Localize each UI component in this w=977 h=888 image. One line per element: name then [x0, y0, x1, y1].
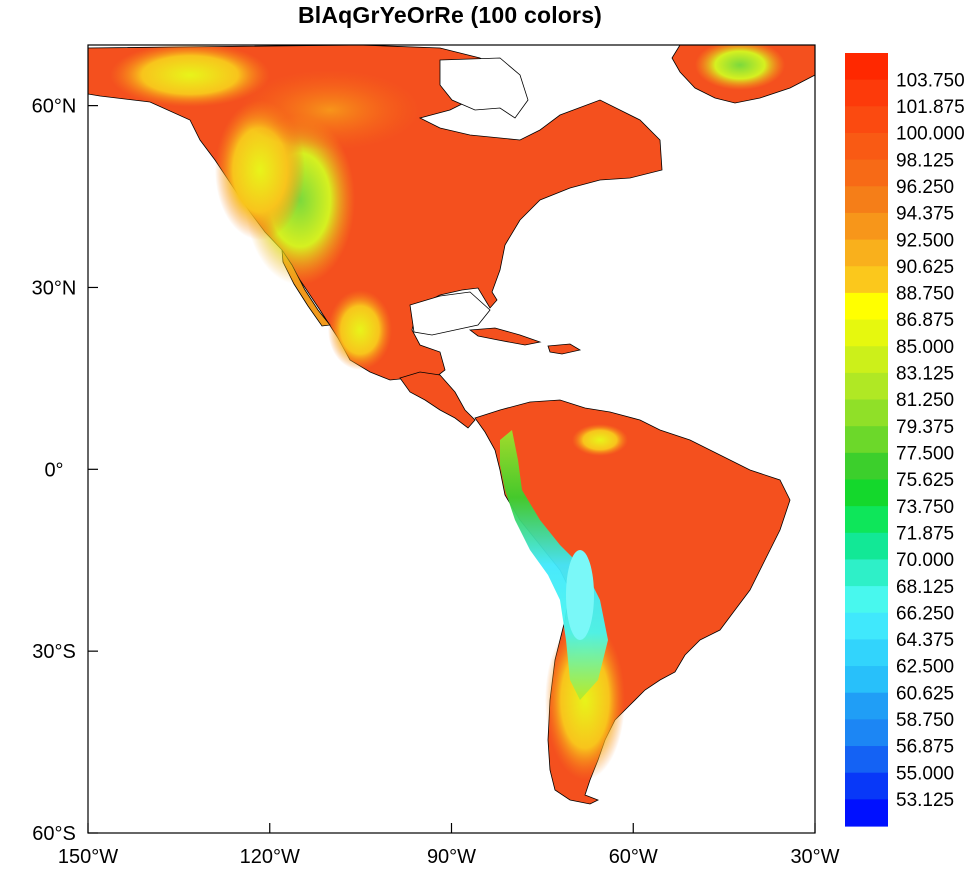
- canada-orange: [240, 70, 420, 150]
- colorbar-swatch: [845, 666, 888, 694]
- x-axis: 150°W 120°W 90°W 60°W 30°W: [58, 823, 840, 868]
- y-tick-label: 30°N: [32, 277, 77, 299]
- central-america-landmass: [399, 371, 476, 429]
- altiplano-cyan: [566, 550, 594, 640]
- land-fill: [88, 45, 815, 805]
- colorbar-swatch: [845, 479, 888, 507]
- mexico-plateau: [328, 290, 392, 370]
- colorbar-label: 96.250: [896, 177, 954, 198]
- colorbar-swatch: [845, 292, 888, 321]
- y-tick-label: 30°S: [32, 641, 76, 663]
- colorbar-swatch: [845, 719, 888, 747]
- x-tick-label: 90°W: [427, 846, 476, 868]
- colorbar-label: 75.625: [896, 470, 954, 491]
- colorbar-swatch: [845, 159, 888, 187]
- colorbar-label: 68.125: [896, 577, 954, 598]
- guiana-highlands: [572, 424, 628, 456]
- colorbar-label: 98.125: [896, 150, 954, 171]
- greenland-green: [695, 45, 785, 90]
- colorbar-swatch: [845, 79, 888, 107]
- map-title: BlAqGrYeOrRe (100 colors): [297, 2, 603, 28]
- colorbar-label: 62.500: [896, 657, 954, 678]
- colorbar-label: 71.875: [896, 523, 954, 544]
- y-tick-label: 0°: [44, 459, 63, 481]
- colorbar-label: 103.750: [896, 70, 965, 91]
- colorbar-swatch: [845, 506, 888, 534]
- colorbar-label: 90.625: [896, 257, 954, 278]
- colorbar-label: 100.000: [896, 124, 965, 145]
- colorbar-label: 77.500: [896, 444, 954, 465]
- colorbar-swatch: [845, 772, 888, 800]
- colorbar-swatch: [845, 799, 888, 827]
- colorbar-swatch: [845, 266, 888, 294]
- colorbar-swatch: [845, 372, 888, 401]
- y-axis: 60°N 30°N 0° 30°S 60°S: [32, 96, 98, 845]
- colorbar-swatch: [845, 612, 888, 641]
- colorbar-swatch: [845, 239, 888, 267]
- gulf-of-mexico: [409, 291, 491, 336]
- y-tick-label: 60°S: [32, 823, 76, 845]
- colorbar-label: 94.375: [896, 204, 954, 225]
- patagonia-yellow: [545, 620, 625, 780]
- colorbar-swatch: [845, 399, 888, 427]
- colorbar-label: 64.375: [896, 630, 954, 651]
- colorbar-swatch: [845, 426, 888, 454]
- colorbar-label: 86.875: [896, 310, 954, 331]
- x-tick-label: 120°W: [240, 846, 300, 868]
- colorbar-swatch: [845, 319, 888, 347]
- colorbar-label: 58.750: [896, 710, 954, 731]
- colorbar-swatch: [845, 106, 888, 134]
- colorbar-swatch: [845, 746, 888, 774]
- colorbar-label: 88.750: [896, 284, 954, 305]
- colorbar: 103.750 101.875 100.000 98.125 96.250 94.375 9…: [845, 53, 965, 827]
- cuba-island: [468, 327, 542, 346]
- hispaniola-island: [547, 343, 582, 355]
- x-tick-label: 30°W: [790, 846, 839, 868]
- x-tick-label: 150°W: [58, 846, 118, 868]
- alaska-yellow: [110, 45, 270, 107]
- colorbar-swatch: [845, 692, 888, 720]
- colorbar-swatch: [845, 586, 888, 614]
- colorbar-label: 83.125: [896, 364, 954, 385]
- colorbar-label: 70.000: [896, 550, 954, 571]
- colorbar-swatch: [845, 212, 888, 241]
- colorbar-swatch: [845, 532, 888, 561]
- colorbar-label: 56.875: [896, 737, 954, 758]
- south-america-landmass: [474, 399, 791, 805]
- colorbar-swatch: [845, 53, 888, 81]
- colorbar-label: 73.750: [896, 497, 954, 518]
- colorbar-label: 60.625: [896, 683, 954, 704]
- colorbar-swatch: [845, 559, 888, 587]
- colorbar-label: 81.250: [896, 390, 954, 411]
- colorbar-label: 101.875: [896, 97, 965, 118]
- colorbar-swatch: [845, 346, 888, 374]
- colorbar-label: 66.250: [896, 603, 954, 624]
- colorbar-swatch: [845, 132, 888, 161]
- colorbar-label: 92.500: [896, 230, 954, 251]
- colorbar-label: 85.000: [896, 337, 954, 358]
- colorbar-label: 53.125: [896, 790, 954, 811]
- colorbar-swatch: [845, 186, 888, 214]
- colorbar-swatch: [845, 639, 888, 667]
- colorbar-label: 79.375: [896, 417, 954, 438]
- colorbar-swatch: [845, 452, 888, 481]
- arctic-channel: [500, 45, 640, 85]
- x-tick-label: 60°W: [609, 846, 658, 868]
- hudson-bay: [439, 57, 529, 119]
- y-tick-label: 60°N: [32, 96, 77, 118]
- colorbar-label: 55.000: [896, 763, 954, 784]
